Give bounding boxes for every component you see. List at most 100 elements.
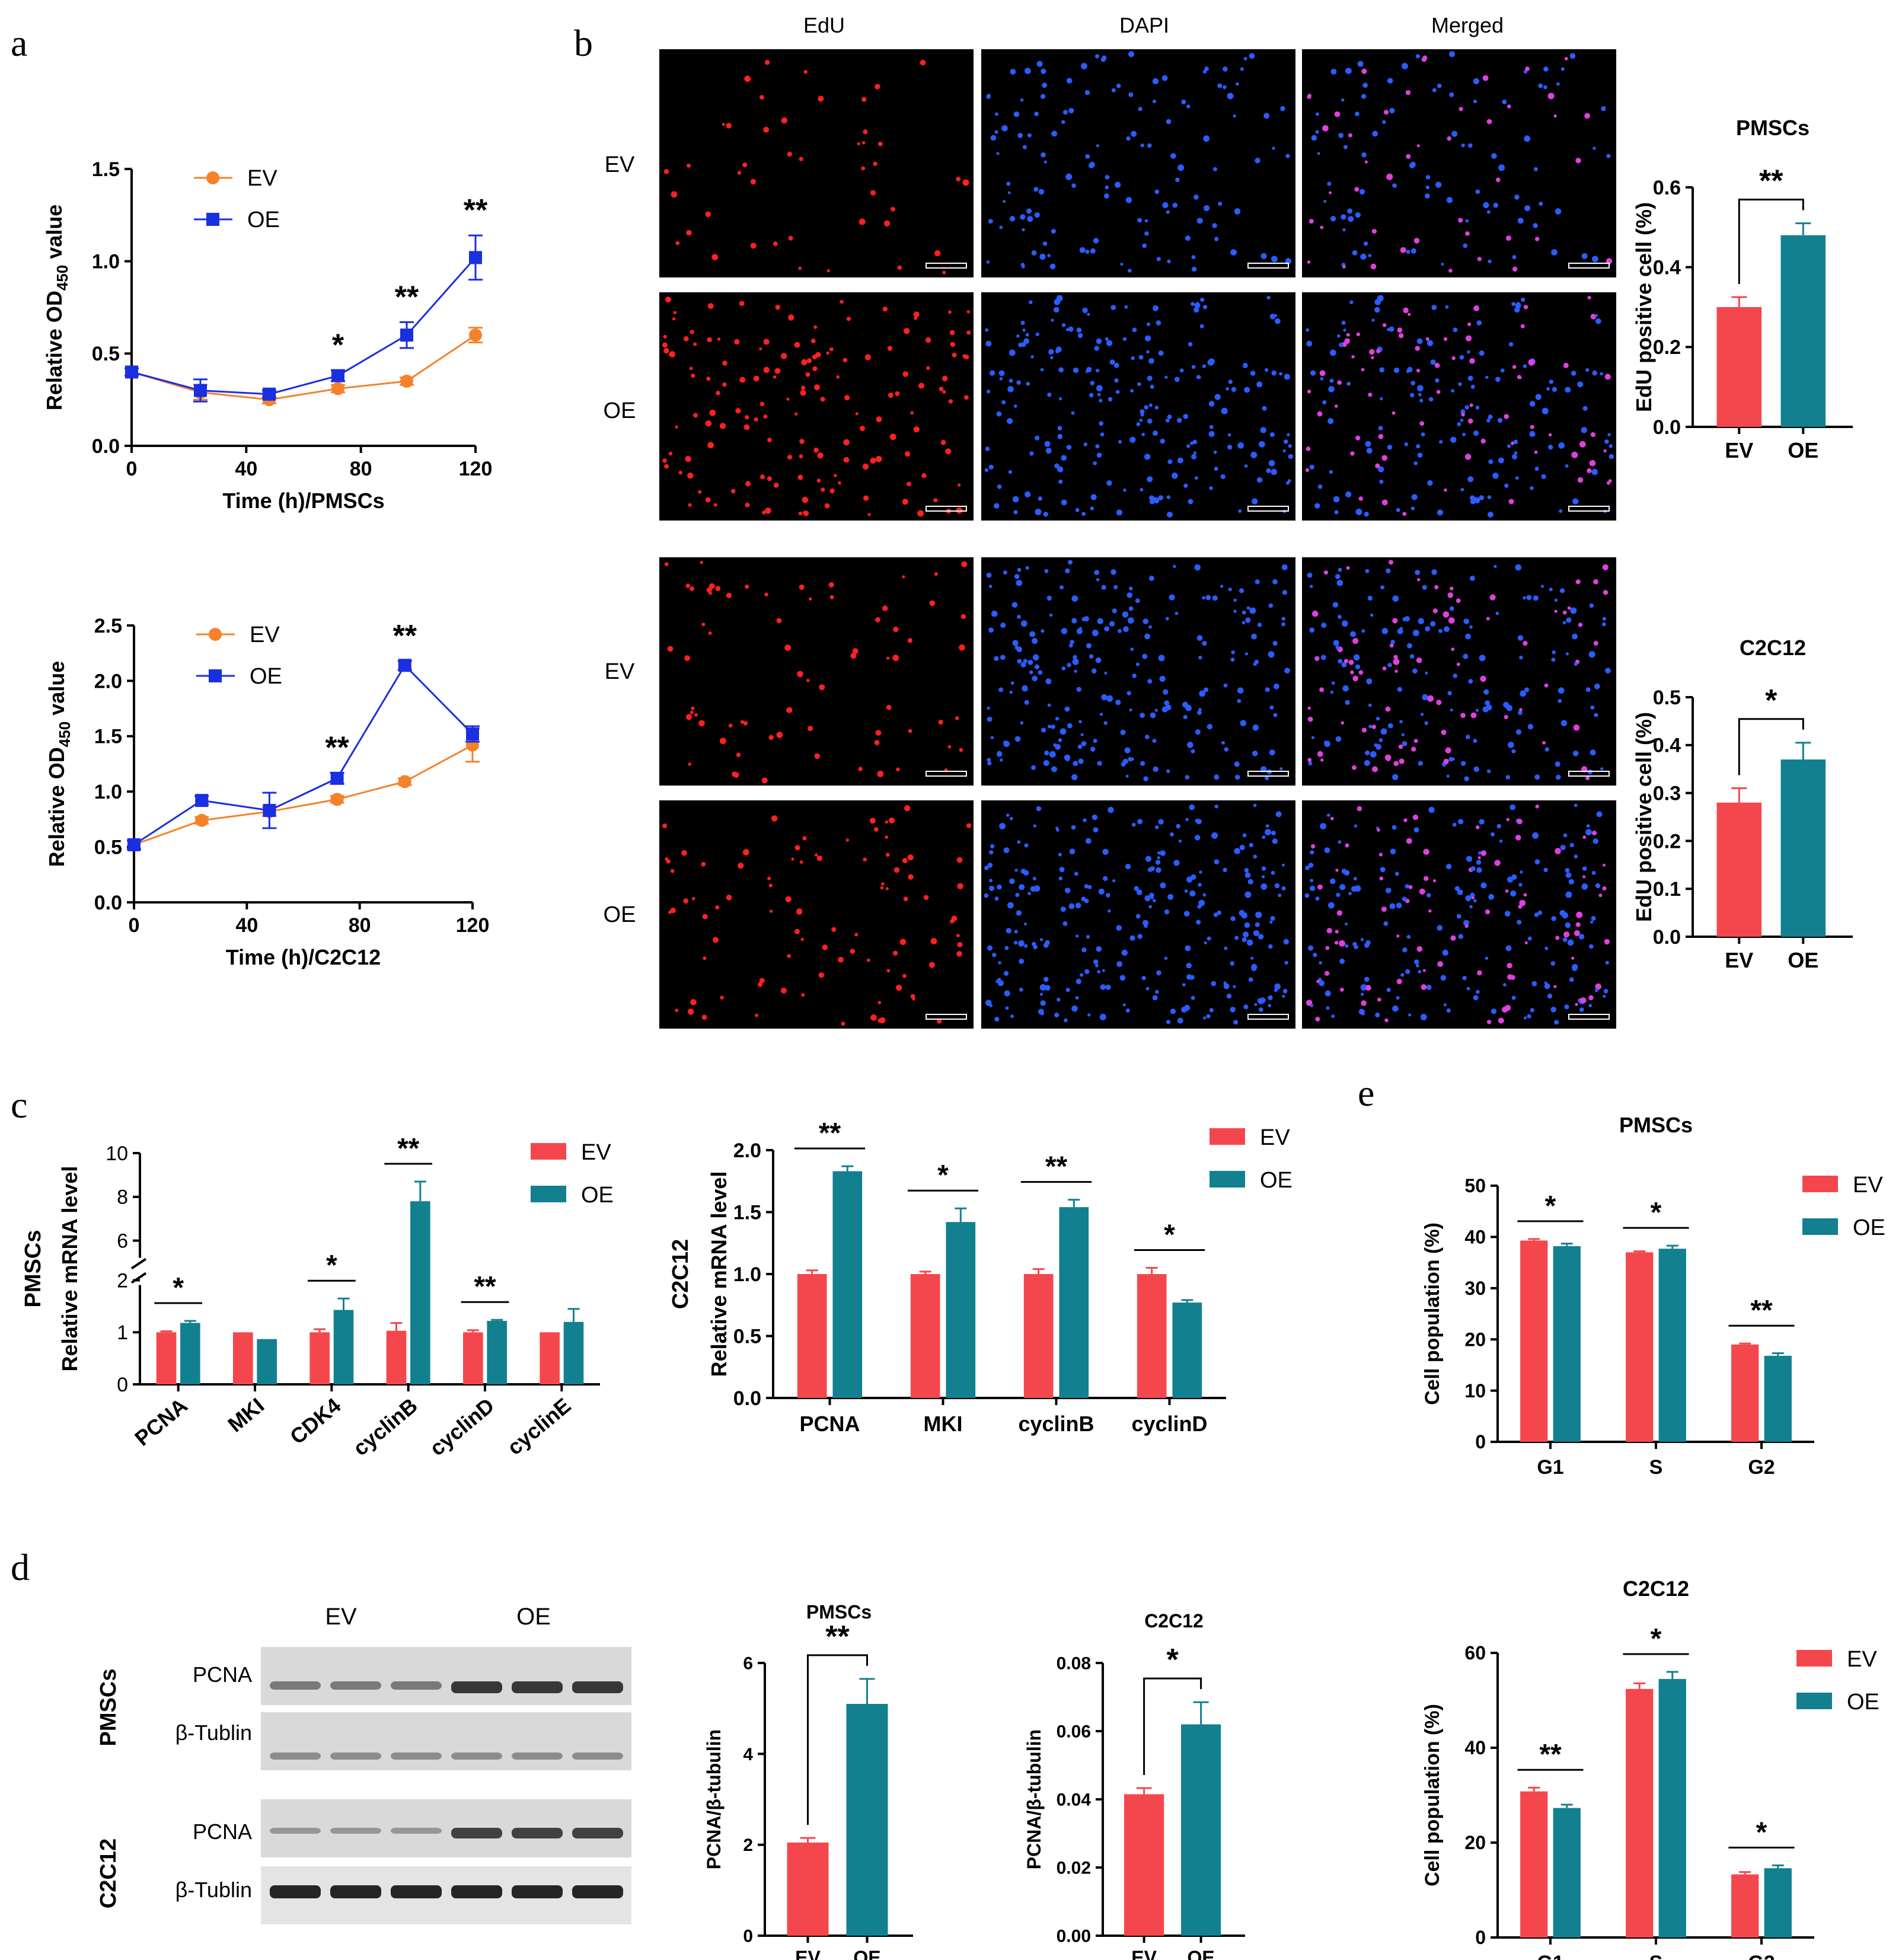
legend-swatch <box>1796 1693 1832 1709</box>
cell-nucleus <box>1317 411 1323 417</box>
cell-nucleus <box>688 762 691 766</box>
cell-nucleus <box>1177 417 1182 423</box>
cell-nucleus <box>1464 454 1472 460</box>
cell-nucleus <box>1072 658 1079 665</box>
cell-nucleus <box>1170 1008 1176 1014</box>
cell-nucleus <box>701 861 706 867</box>
cell-nucleus <box>1434 585 1439 590</box>
cell-nucleus <box>1465 219 1469 223</box>
cell-nucleus <box>1467 375 1473 381</box>
cell-nucleus <box>933 498 938 503</box>
cell-nucleus <box>1581 883 1588 890</box>
cell-nucleus <box>1279 372 1283 376</box>
legend-label: OE <box>1260 1168 1293 1193</box>
cell-nucleus <box>1320 823 1327 829</box>
cell-nucleus <box>1393 655 1398 660</box>
cell-nucleus <box>1085 154 1090 159</box>
cell-nucleus <box>929 600 936 606</box>
cell-nucleus <box>1381 455 1387 461</box>
cell-nucleus <box>1021 265 1025 269</box>
cell-nucleus <box>1195 729 1201 735</box>
cell-nucleus <box>1368 392 1373 397</box>
cell-nucleus <box>1285 154 1290 158</box>
cell-nucleus <box>1473 430 1479 436</box>
cell-nucleus <box>1534 467 1539 471</box>
cell-nucleus <box>1314 656 1320 661</box>
cell-nucleus <box>1449 606 1454 611</box>
cell-nucleus <box>803 510 808 515</box>
cell-nucleus <box>870 1014 877 1021</box>
cell-nucleus <box>952 352 957 357</box>
cell-nucleus <box>1260 883 1268 890</box>
cell-nucleus <box>1352 765 1357 770</box>
cell-nucleus <box>1250 956 1254 960</box>
cell-nucleus <box>1242 833 1247 838</box>
cell-nucleus <box>1029 670 1033 675</box>
x-tick-label: S <box>1649 1952 1663 1960</box>
cell-nucleus <box>1309 219 1314 224</box>
cell-nucleus <box>1331 681 1335 685</box>
y-axis-label: PCNA/β-tubulin <box>703 1729 725 1869</box>
cell-nucleus <box>988 464 994 470</box>
bar-ev <box>1137 1274 1167 1398</box>
cell-nucleus <box>843 457 850 463</box>
cell-nucleus <box>1140 409 1145 414</box>
data-point-oe <box>469 251 482 264</box>
cell-nucleus <box>1191 365 1196 369</box>
data-point-oe <box>400 328 413 342</box>
cell-nucleus <box>1161 75 1168 81</box>
cell-nucleus <box>717 337 721 341</box>
cell-nucleus <box>1590 314 1597 320</box>
cell-nucleus <box>1054 299 1061 305</box>
cell-nucleus <box>1422 969 1426 972</box>
cell-nucleus <box>1361 94 1367 99</box>
cell-nucleus <box>675 241 680 245</box>
cell-nucleus <box>1415 346 1420 351</box>
cell-nucleus <box>1207 936 1211 941</box>
cell-nucleus <box>962 354 967 359</box>
cell-nucleus <box>1339 958 1345 964</box>
cell-nucleus <box>1044 440 1051 447</box>
cell-nucleus <box>735 408 741 414</box>
cell-nucleus <box>1074 872 1078 876</box>
cell-nucleus <box>1244 868 1249 873</box>
cell-nucleus <box>1527 1014 1531 1019</box>
cell-nucleus <box>1075 902 1081 909</box>
y-tick-label: 4 <box>743 1745 753 1764</box>
y-tick-label: 1 <box>117 1321 128 1344</box>
cell-nucleus <box>1418 392 1422 397</box>
cell-nucleus <box>1550 1007 1556 1013</box>
cell-nucleus <box>1244 872 1251 878</box>
cell-nucleus <box>1147 418 1153 424</box>
cell-nucleus <box>1383 921 1389 926</box>
cell-nucleus <box>1378 853 1383 857</box>
cell-nucleus <box>1468 679 1473 684</box>
cell-nucleus <box>948 310 952 314</box>
cell-nucleus <box>1024 843 1029 848</box>
significance-marker: * <box>937 1160 949 1191</box>
cell-nucleus <box>670 869 675 873</box>
significance-marker: * <box>326 1250 337 1281</box>
cell-nucleus <box>1454 886 1460 891</box>
cell-nucleus <box>1555 936 1560 940</box>
x-tick-label: EV <box>1725 948 1753 972</box>
cell-nucleus <box>1259 997 1266 1004</box>
cell-nucleus <box>1435 181 1442 188</box>
cell-nucleus <box>1307 706 1311 710</box>
cell-nucleus <box>1138 355 1144 360</box>
cell-nucleus <box>1164 700 1170 706</box>
cell-nucleus <box>1177 457 1183 464</box>
cell-nucleus <box>875 84 880 90</box>
cell-nucleus <box>854 933 859 937</box>
cell-nucleus <box>989 1004 993 1007</box>
cell-nucleus <box>698 490 702 494</box>
cell-nucleus <box>1310 370 1316 376</box>
cell-nucleus <box>1479 655 1486 662</box>
cell-nucleus <box>1104 671 1108 675</box>
cell-nucleus <box>1476 867 1482 873</box>
cell-nucleus <box>1272 641 1278 646</box>
cell-nucleus <box>1284 960 1288 965</box>
cell-nucleus <box>1249 842 1253 848</box>
cell-nucleus <box>1034 111 1039 117</box>
cell-nucleus <box>794 341 800 348</box>
